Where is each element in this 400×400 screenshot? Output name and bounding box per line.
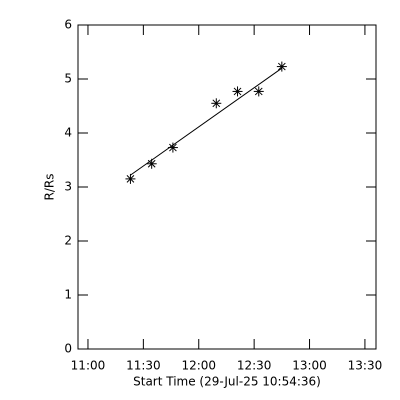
point xyxy=(167,142,178,153)
point-stroke xyxy=(254,87,263,96)
fit-line xyxy=(130,67,283,176)
point-stroke xyxy=(147,159,156,168)
point-stroke xyxy=(212,99,221,108)
y-tick-label: 6 xyxy=(64,18,72,32)
x-tick-label: 11:30 xyxy=(126,359,161,373)
point xyxy=(253,86,264,97)
point-stroke xyxy=(126,175,135,183)
x-tick-label: 11:00 xyxy=(71,359,106,373)
y-tick-label: 2 xyxy=(64,234,72,248)
y-axis-label: R/Rs xyxy=(43,174,57,201)
x-tick-label: 13:00 xyxy=(292,359,327,373)
point xyxy=(125,173,136,184)
x-tick-label: 12:30 xyxy=(237,359,272,373)
plot-frame xyxy=(77,24,377,350)
point xyxy=(146,158,157,169)
y-tick-label: 1 xyxy=(64,288,72,302)
y-tick-label: 0 xyxy=(64,342,72,356)
point xyxy=(211,98,222,109)
x-tick-label: 13:30 xyxy=(348,359,383,373)
point xyxy=(232,86,243,97)
point-stroke xyxy=(233,87,242,96)
point-stroke xyxy=(277,62,286,71)
point xyxy=(276,61,287,72)
y-tick-label: 5 xyxy=(64,72,72,86)
x-axis-label: Start Time (29-Jul-25 10:54:36) xyxy=(133,375,321,389)
x-tick-label: 12:00 xyxy=(181,359,216,373)
point-stroke xyxy=(169,143,177,152)
y-tick-label: 3 xyxy=(64,180,72,194)
y-tick-label: 4 xyxy=(64,126,72,140)
